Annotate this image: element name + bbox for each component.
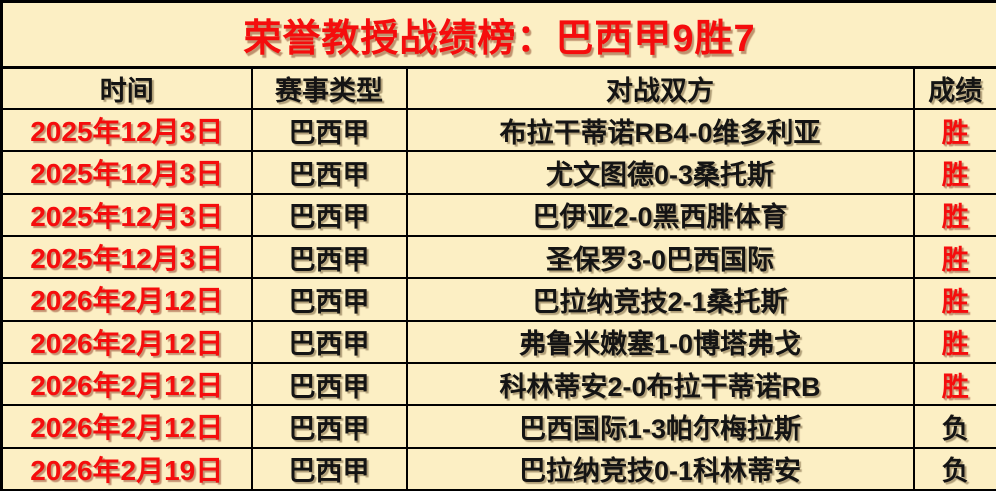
league-cell: 巴西甲 [250, 319, 408, 364]
league-cell: 巴西甲 [250, 150, 408, 195]
header-row: 时间 赛事类型 对战双方 成绩 [0, 66, 996, 110]
date-cell: 2026年2月19日 [0, 446, 253, 491]
result-cell: 胜 [912, 277, 996, 322]
result-cell: 胜 [912, 107, 996, 153]
result-cell: 胜 [912, 192, 996, 237]
match-cell: 科林蒂安2-0布拉干蒂诺RB [405, 361, 915, 407]
page-title: 荣誉教授战绩榜：巴西甲9胜7 [1, 1, 996, 69]
table-row: 2025年12月3日 巴西甲 圣保罗3-0巴西国际 胜 [0, 234, 996, 280]
match-cell: 布拉干蒂诺RB4-0维多利亚 [405, 107, 915, 153]
date-cell: 2026年2月12日 [0, 319, 253, 364]
date-cell: 2025年12月3日 [0, 150, 253, 195]
league-cell: 巴西甲 [250, 107, 408, 153]
table-row: 2026年2月12日 巴西甲 巴西国际1-3帕尔梅拉斯 负 [0, 404, 996, 449]
date-cell: 2025年12月3日 [0, 107, 253, 153]
table-row: 2025年12月3日 巴西甲 巴伊亚2-0黑西腓体育 胜 [0, 192, 996, 237]
result-cell: 胜 [912, 361, 996, 407]
title-row: 荣誉教授战绩榜：巴西甲9胜7 [1, 1, 996, 69]
league-cell: 巴西甲 [250, 446, 408, 491]
result-cell: 胜 [912, 234, 996, 280]
match-cell: 弗鲁米嫩塞1-0博塔弗戈 [405, 319, 915, 364]
date-cell: 2026年2月12日 [0, 361, 253, 407]
table-row: 2026年2月19日 巴西甲 巴拉纳竞技0-1科林蒂安 负 [0, 446, 996, 491]
match-cell: 圣保罗3-0巴西国际 [405, 234, 915, 280]
date-cell: 2026年2月12日 [0, 404, 253, 449]
table-row: 2025年12月3日 巴西甲 布拉干蒂诺RB4-0维多利亚 胜 [0, 107, 996, 153]
league-cell: 巴西甲 [250, 404, 408, 449]
date-cell: 2025年12月3日 [0, 234, 253, 280]
league-cell: 巴西甲 [250, 234, 408, 280]
table-row: 2025年12月3日 巴西甲 尤文图德0-3桑托斯 胜 [0, 150, 996, 195]
date-cell: 2026年2月12日 [0, 277, 253, 322]
column-header-match: 对战双方 [405, 66, 915, 110]
match-cell: 尤文图德0-3桑托斯 [405, 150, 915, 195]
league-cell: 巴西甲 [250, 277, 408, 322]
table-row: 2026年2月12日 巴西甲 弗鲁米嫩塞1-0博塔弗戈 胜 [0, 319, 996, 364]
result-cell: 负 [912, 404, 996, 449]
table-row: 2026年2月12日 巴西甲 巴拉纳竞技2-1桑托斯 胜 [0, 277, 996, 322]
match-cell: 巴拉纳竞技2-1桑托斯 [405, 277, 915, 322]
match-cell: 巴伊亚2-0黑西腓体育 [405, 192, 915, 237]
column-header-league: 赛事类型 [250, 66, 408, 110]
table-row: 2026年2月12日 巴西甲 科林蒂安2-0布拉干蒂诺RB 胜 [0, 361, 996, 407]
column-header-time: 时间 [0, 66, 253, 110]
league-cell: 巴西甲 [250, 361, 408, 407]
column-header-result: 成绩 [912, 66, 996, 110]
result-cell: 胜 [912, 319, 996, 364]
match-cell: 巴西国际1-3帕尔梅拉斯 [405, 404, 915, 449]
match-cell: 巴拉纳竞技0-1科林蒂安 [405, 446, 915, 491]
result-cell: 负 [912, 446, 996, 491]
result-cell: 胜 [912, 150, 996, 195]
date-cell: 2025年12月3日 [0, 192, 253, 237]
league-cell: 巴西甲 [250, 192, 408, 237]
